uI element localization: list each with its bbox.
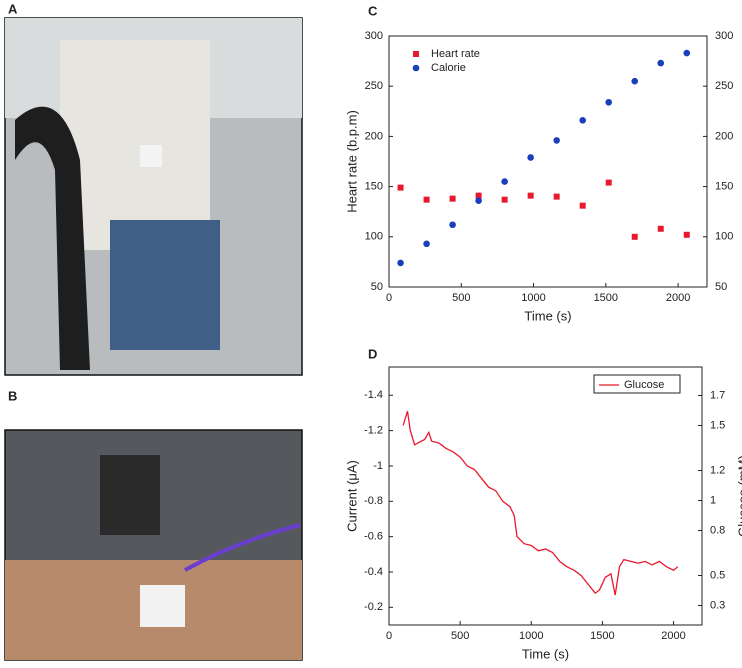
y-tick-label: -1.2: [364, 425, 383, 437]
x-tick-label: 1000: [519, 630, 543, 642]
y2-tick-label: 1: [710, 494, 716, 506]
x-tick-label: 0: [386, 292, 392, 304]
y-axis-title: Current (μA): [344, 460, 359, 532]
point: [631, 233, 638, 240]
y2-tick-label: 1.2: [710, 464, 725, 476]
y-tick-label: 100: [365, 231, 383, 243]
plot-frame: [388, 35, 708, 288]
legend-label: Calorie: [431, 62, 466, 74]
photo-b: [4, 429, 303, 661]
point: [397, 184, 404, 191]
legend-label: Heart rate: [431, 48, 480, 60]
point: [631, 77, 639, 85]
y2-tick-label: 0.5: [710, 569, 725, 581]
y-tick-label: 150: [365, 181, 383, 193]
point: [579, 202, 586, 209]
x-tick-label: 1500: [590, 630, 614, 642]
point: [683, 231, 690, 238]
panel-label: A: [8, 1, 18, 16]
y2-axis-title: Glucose (mM): [735, 455, 742, 537]
y-tick-label: -1: [373, 460, 383, 472]
x-tick-label: 500: [452, 292, 470, 304]
panel-label: C: [368, 3, 378, 18]
y2-tick-label: 300: [715, 30, 733, 42]
y-tick-label: -0.4: [364, 566, 383, 578]
point: [475, 197, 482, 204]
y-tick-label: -0.2: [364, 601, 383, 613]
point: [527, 154, 534, 161]
point: [475, 192, 482, 199]
point: [423, 240, 430, 248]
y2-tick-label: 100: [715, 231, 733, 243]
point: [527, 192, 534, 199]
x-tick-label: 1000: [521, 292, 545, 304]
panel-label: B: [8, 388, 17, 403]
point: [579, 117, 586, 124]
point: [397, 259, 404, 267]
x-tick-label: 500: [451, 630, 469, 642]
photo-a: [4, 17, 303, 376]
x-axis-title: Time (s): [524, 308, 571, 323]
plot-frame: [388, 366, 703, 626]
legend-box: [593, 374, 681, 394]
x-axis-title: Time (s): [522, 646, 569, 661]
x-tick-label: 0: [386, 630, 392, 642]
y-tick-label: -0.8: [364, 495, 383, 507]
y-tick-label: -1.4: [364, 389, 383, 401]
legend-swatch: [412, 64, 420, 72]
legend-swatch: [413, 51, 419, 57]
y2-tick-label: 1.5: [710, 419, 725, 431]
point: [501, 196, 508, 203]
y2-tick-label: 200: [715, 130, 733, 142]
point: [449, 221, 456, 229]
point: [657, 225, 664, 232]
point: [605, 179, 612, 186]
line: [402, 411, 679, 596]
y-tick-label: 200: [365, 130, 383, 142]
y-tick-label: 50: [371, 281, 383, 293]
point: [449, 195, 456, 202]
point: [553, 193, 560, 200]
y-tick-label: 300: [365, 30, 383, 42]
point: [501, 178, 508, 185]
y2-axis-title: Calorie (KCal): [740, 121, 742, 203]
y-axis-title: Heart rate (b.p.m): [344, 110, 359, 213]
point: [423, 196, 430, 203]
point: [683, 49, 691, 57]
y2-tick-label: 0.8: [710, 524, 725, 536]
x-tick-label: 2000: [661, 630, 685, 642]
y-tick-label: -0.6: [364, 531, 383, 543]
point: [553, 137, 560, 144]
panel-label: D: [368, 346, 377, 361]
x-tick-label: 1500: [594, 292, 618, 304]
y2-tick-label: 0.3: [710, 599, 725, 611]
y2-tick-label: 150: [715, 181, 733, 193]
point: [605, 98, 613, 106]
point: [657, 59, 665, 67]
y2-tick-label: 250: [715, 80, 733, 92]
y-tick-label: 250: [365, 80, 383, 92]
x-tick-label: 2000: [666, 292, 690, 304]
y2-tick-label: 1.7: [710, 389, 725, 401]
legend-label: Glucose: [624, 379, 664, 391]
y2-tick-label: 50: [715, 281, 727, 293]
